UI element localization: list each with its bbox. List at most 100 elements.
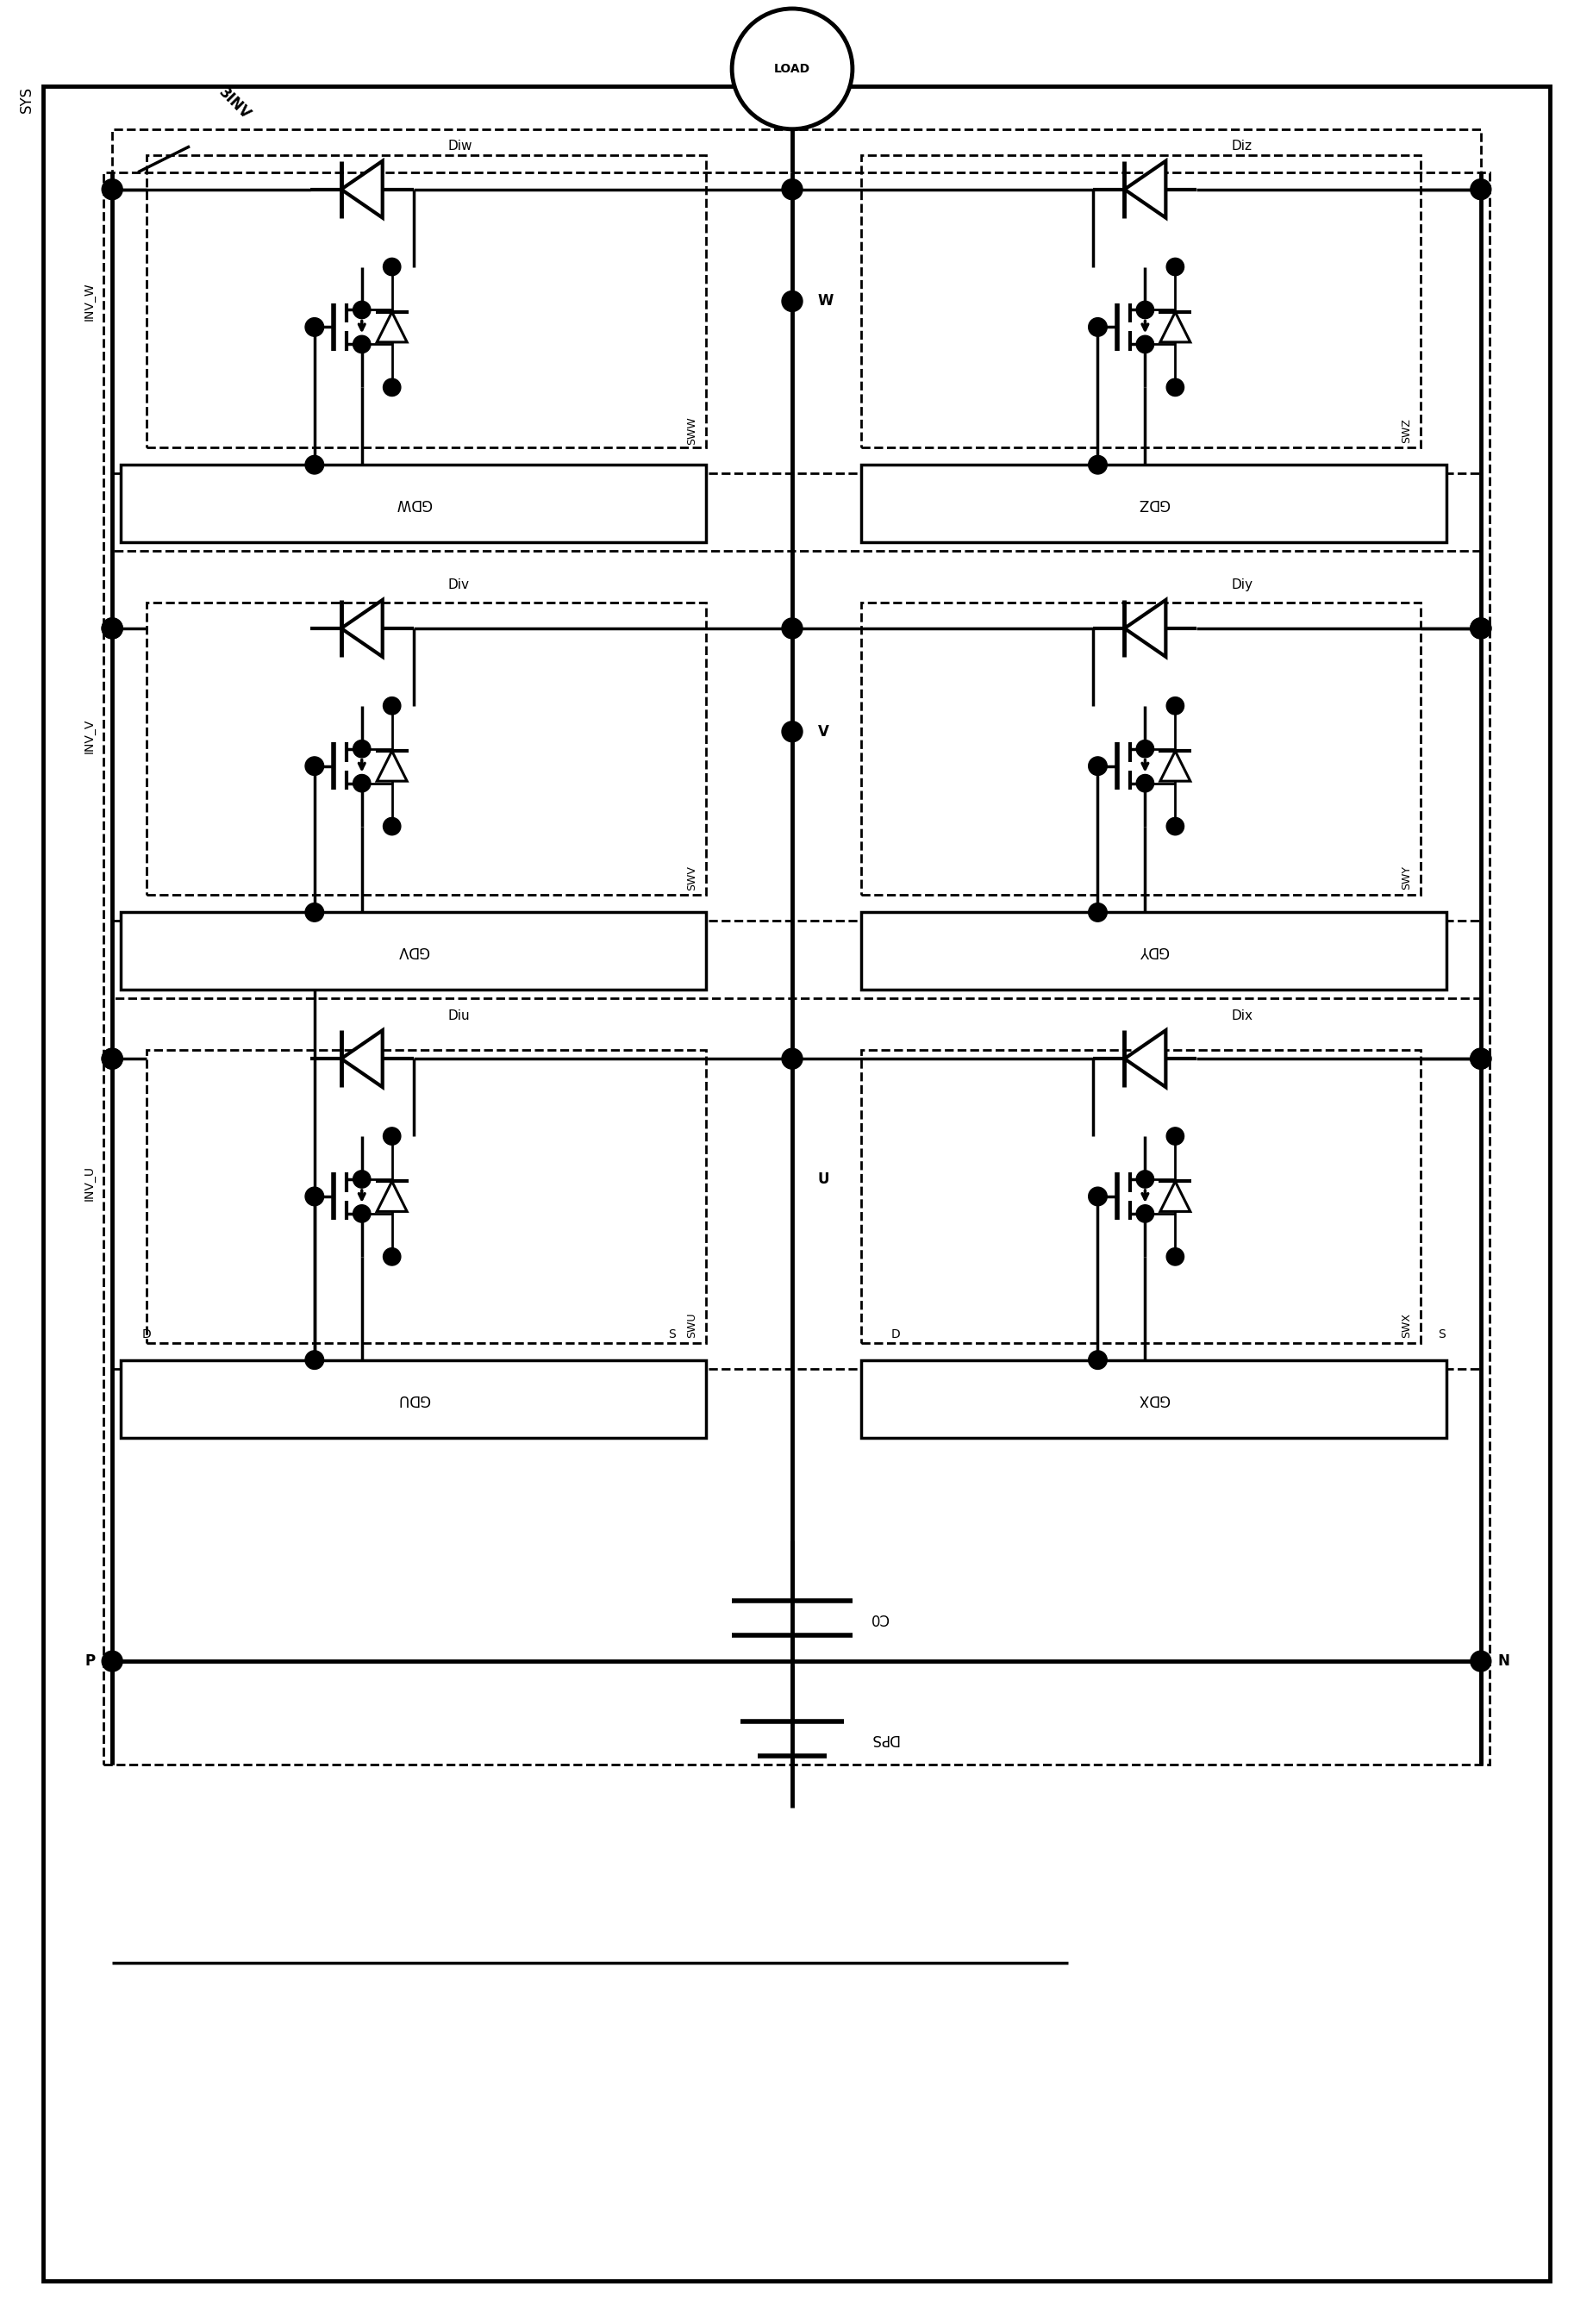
Circle shape [782,179,803,200]
Circle shape [1166,818,1184,834]
Polygon shape [1125,160,1166,218]
Circle shape [102,179,123,200]
Circle shape [306,318,323,337]
Circle shape [1136,774,1153,792]
Bar [121,1360,706,1439]
Circle shape [1088,758,1107,776]
Circle shape [1088,456,1107,474]
Circle shape [384,1248,401,1267]
Bar [104,172,1489,1764]
Text: V: V [819,723,828,739]
Circle shape [306,758,323,776]
Text: S: S [1438,1327,1445,1341]
Bar [112,130,1481,474]
Bar [121,465,706,541]
Circle shape [1166,258,1184,277]
Polygon shape [378,311,408,342]
Circle shape [1088,318,1107,337]
Polygon shape [341,1030,382,1088]
Text: INV_W: INV_W [83,281,96,321]
Text: U: U [819,1171,830,1188]
Polygon shape [378,751,408,781]
Circle shape [102,618,123,639]
Circle shape [354,1204,371,1222]
Circle shape [354,1171,371,1188]
Circle shape [102,618,123,639]
Circle shape [1470,1048,1491,1069]
Text: GDZ: GDZ [1137,495,1169,511]
Circle shape [306,1188,323,1206]
Circle shape [1136,1204,1153,1222]
Polygon shape [1160,311,1190,342]
Circle shape [1470,1048,1491,1069]
Circle shape [1088,1188,1107,1206]
Bar [862,1050,1421,1343]
Polygon shape [1125,1030,1166,1088]
Bar [112,551,1481,920]
Text: Diu: Diu [448,1009,470,1023]
Text: P: P [84,1652,96,1669]
Circle shape [384,379,401,395]
Text: SWV: SWV [687,865,698,890]
Circle shape [306,1350,323,1369]
Circle shape [1470,1650,1491,1671]
Circle shape [384,697,401,713]
Text: SWZ: SWZ [1400,418,1411,444]
Text: LOAD: LOAD [774,63,811,74]
Circle shape [306,904,323,923]
Text: D: D [142,1327,151,1341]
Bar [147,156,706,449]
Circle shape [1136,302,1153,318]
Text: Diy: Diy [1231,579,1252,593]
Circle shape [1470,618,1491,639]
Text: 3INV: 3INV [215,84,253,123]
Polygon shape [378,1181,408,1211]
Text: GDV: GDV [398,944,430,960]
Text: Div: Div [448,579,470,593]
Circle shape [1088,904,1107,923]
Polygon shape [1125,600,1166,658]
Text: SWW: SWW [687,416,698,444]
Text: Diz: Diz [1231,139,1252,153]
Circle shape [782,290,803,311]
Text: SWU: SWU [687,1313,698,1339]
Bar [862,913,1446,990]
Circle shape [306,456,323,474]
Circle shape [1166,1127,1184,1146]
Bar [147,602,706,895]
Text: W: W [819,293,833,309]
Text: DPS: DPS [870,1731,898,1745]
Text: SYS: SYS [19,86,35,114]
Circle shape [782,720,803,741]
Circle shape [384,258,401,277]
Bar [862,602,1421,895]
Polygon shape [341,160,382,218]
Text: INV_U: INV_U [83,1167,96,1202]
Circle shape [1136,335,1153,353]
Circle shape [731,9,852,130]
Circle shape [782,1048,803,1069]
Text: SWX: SWX [1400,1313,1411,1339]
Circle shape [384,818,401,834]
Circle shape [354,739,371,758]
Text: GDU: GDU [397,1392,430,1406]
Circle shape [1088,1350,1107,1369]
Text: GDX: GDX [1137,1392,1169,1406]
Circle shape [354,302,371,318]
Polygon shape [1160,1181,1190,1211]
Text: INV_V: INV_V [83,718,96,753]
Text: Dix: Dix [1231,1009,1252,1023]
Circle shape [1166,1248,1184,1267]
Text: SWY: SWY [1400,867,1411,890]
Circle shape [102,1048,123,1069]
Circle shape [384,1127,401,1146]
Circle shape [1470,618,1491,639]
Text: GDY: GDY [1139,944,1169,960]
Polygon shape [1160,751,1190,781]
Text: S: S [667,1327,675,1341]
Circle shape [354,335,371,353]
Bar [862,1360,1446,1439]
Circle shape [1166,697,1184,713]
Circle shape [1470,179,1491,200]
Circle shape [1166,379,1184,395]
